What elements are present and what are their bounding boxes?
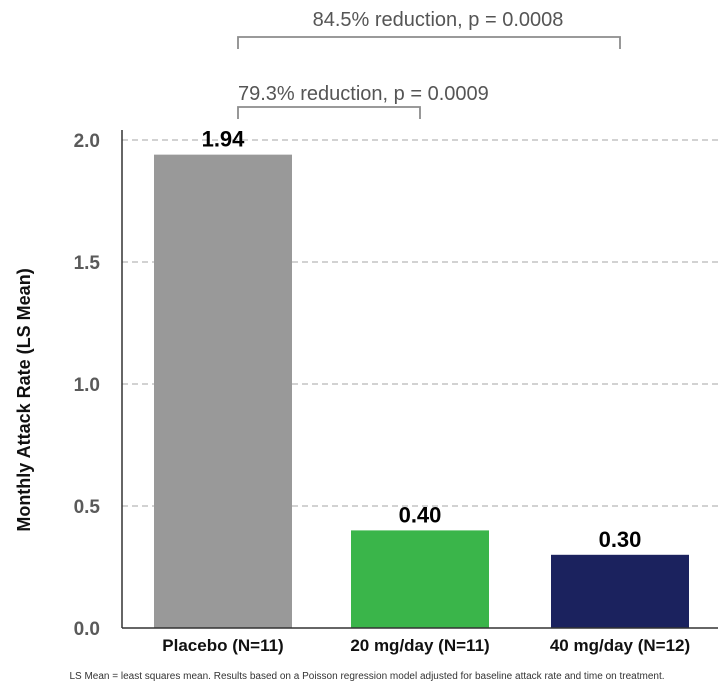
x-axis-ticks: Placebo (N=11) 20 mg/day (N=11) 40 mg/day … bbox=[162, 636, 690, 655]
x-tick-label: 40 mg/day (N=12) bbox=[550, 636, 690, 655]
x-tick-label: Placebo (N=11) bbox=[162, 636, 283, 655]
x-tick-label: 20 mg/day (N=11) bbox=[350, 636, 489, 655]
footnote: LS Mean = least squares mean. Results ba… bbox=[69, 671, 664, 682]
comparison-label: 84.5% reduction, p = 0.0008 bbox=[313, 9, 564, 31]
comparison-bracket bbox=[237, 36, 621, 49]
value-labels: 1.94 0.40 0.30 bbox=[202, 127, 642, 552]
bar-value-label: 0.30 bbox=[599, 527, 642, 552]
y-tick-label: 0.5 bbox=[74, 497, 101, 518]
y-tick-label: 0.0 bbox=[74, 619, 100, 640]
y-tick-label: 2.0 bbox=[74, 131, 100, 152]
bar bbox=[154, 154, 292, 628]
comparison-annotations: 84.5% reduction, p = 0.0008 79.3% reducti… bbox=[237, 9, 621, 119]
bar-value-label: 1.94 bbox=[202, 127, 246, 152]
y-tick-label: 1.5 bbox=[74, 253, 101, 274]
bars bbox=[154, 154, 689, 628]
bar bbox=[351, 530, 489, 628]
y-axis-label: Monthly Attack Rate (LS Mean) bbox=[14, 268, 34, 531]
bar-value-label: 0.40 bbox=[399, 502, 442, 527]
comparison-bracket bbox=[237, 106, 421, 119]
y-tick-label: 1.0 bbox=[74, 375, 100, 396]
bar bbox=[551, 554, 689, 628]
comparison-label: 79.3% reduction, p = 0.0009 bbox=[238, 83, 489, 105]
y-axis-ticks: 0.0 0.5 1.0 1.5 2.0 bbox=[74, 131, 101, 640]
